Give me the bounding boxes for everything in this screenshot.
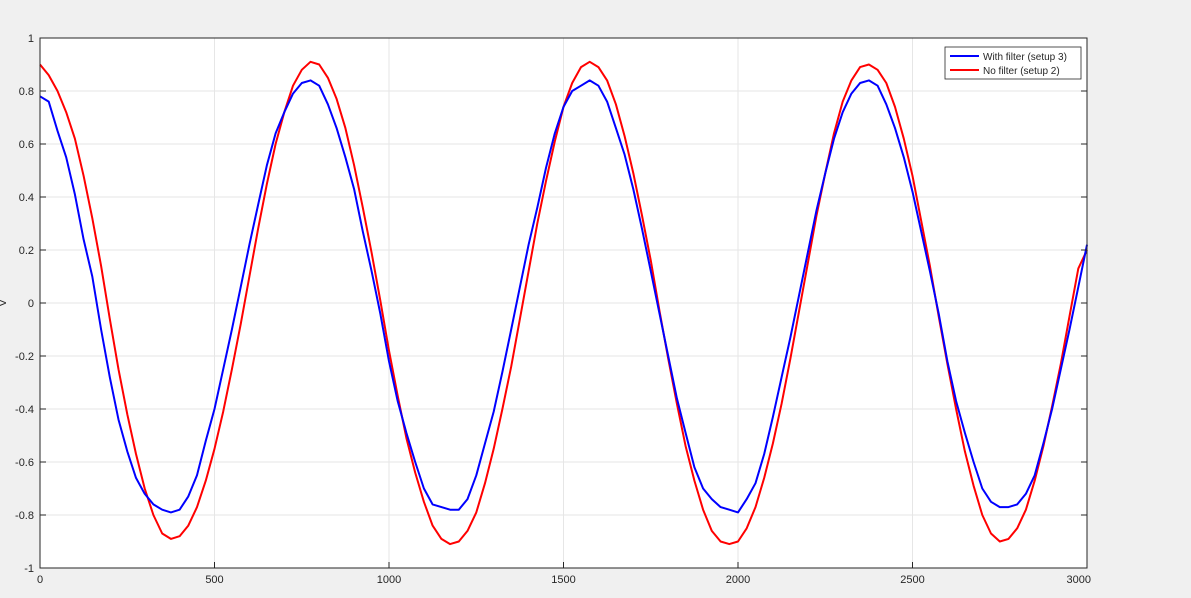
x-tick-label: 500: [205, 574, 223, 586]
legend-label: No filter (setup 2): [983, 66, 1060, 77]
y-tick-label: 0.4: [19, 192, 34, 204]
x-tick-label: 1000: [377, 574, 401, 586]
series-line-with-filter-setup-3: [39, 79, 1088, 514]
y-tick-label: 0: [28, 298, 34, 310]
legend[interactable]: With filter (setup 3) No filter (setup 2): [944, 46, 1082, 80]
y-tick-label: -0.4: [15, 404, 34, 416]
y-axis-label: V: [0, 299, 9, 307]
legend-label: With filter (setup 3): [983, 52, 1067, 63]
x-tick-label: 2000: [726, 574, 750, 586]
y-tick-label: 0.2: [19, 245, 34, 257]
y-tick-label: 0.8: [19, 86, 34, 98]
legend-box: [944, 46, 1082, 80]
x-tick-label: 2500: [900, 574, 924, 586]
y-tick-labels: -1 -0.8 -0.6 -0.4 -0.2 0 0.2 0.4 0.6 0.8 1: [15, 33, 34, 575]
y-tick-label: -0.2: [15, 351, 34, 363]
x-tick-label: 1500: [551, 574, 575, 586]
y-tick-label: -0.8: [15, 510, 34, 522]
series-layer: [39, 60, 1088, 546]
x-tick-label: 0: [37, 574, 43, 586]
y-tick-label: 1: [28, 33, 34, 45]
x-tick-label: 3000: [1067, 574, 1091, 586]
y-tick-label: -0.6: [15, 457, 34, 469]
y-tick-label: 0.6: [19, 139, 34, 151]
y-tick-label: -1: [24, 563, 34, 575]
ticks: [39, 37, 1088, 569]
x-tick-labels: 0 500 1000 1500 2000 2500 3000: [37, 574, 1091, 586]
